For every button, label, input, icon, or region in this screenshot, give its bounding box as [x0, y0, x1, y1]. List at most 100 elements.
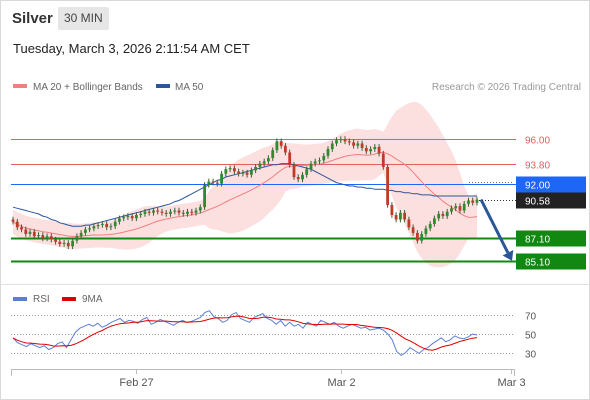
candle-body	[130, 216, 134, 219]
candle-body	[75, 236, 79, 241]
main-legend: MA 20 + Bollinger Bands MA 50 Research ©…	[13, 82, 581, 93]
candle-body	[450, 208, 453, 212]
ma50-legend-swatch	[156, 84, 170, 88]
candle-body	[318, 160, 321, 162]
candle-body	[245, 172, 249, 175]
candle-body	[241, 172, 245, 174]
candle-body	[407, 219, 411, 228]
candle-body	[143, 211, 147, 214]
candle-body	[267, 158, 270, 162]
candle-body	[254, 167, 257, 171]
candle-body	[462, 203, 466, 211]
candle-body	[292, 164, 296, 178]
candle-body	[156, 210, 160, 212]
candle-body	[441, 213, 445, 217]
candle-body	[275, 141, 279, 151]
candle-body	[271, 150, 275, 158]
candle-body	[475, 199, 479, 203]
candle-body	[152, 210, 155, 213]
candle-body	[88, 228, 91, 230]
chart-header: Silver 30 MIN	[0, 0, 590, 36]
forecast-arrow-head	[502, 250, 514, 261]
ma20-legend-label: MA 20 + Bollinger Bands	[33, 82, 143, 93]
ma20-line	[12, 151, 478, 237]
candle-body	[288, 152, 292, 165]
ma9-legend-swatch	[62, 297, 76, 301]
level-label-85.10: 85.10	[525, 258, 550, 269]
rsi-ma9-line	[12, 315, 478, 351]
candle-body	[343, 139, 347, 142]
candle-body	[84, 229, 87, 233]
candle-body	[211, 181, 215, 183]
candle-body	[198, 207, 202, 211]
candle-body	[284, 145, 287, 153]
level-labels: 96.00 93.80 92.00 87.10 85.10 90.58	[469, 136, 586, 270]
candle-body	[224, 169, 228, 174]
candle-body	[458, 206, 462, 211]
level-label-92.00: 92.00	[525, 181, 550, 192]
candle-body	[15, 221, 19, 228]
candle-body	[109, 226, 113, 228]
candle-body	[92, 226, 96, 229]
candle-body	[49, 236, 53, 240]
candle-body	[164, 212, 168, 214]
candle-body	[416, 232, 419, 241]
x-tick-label: Mar 3	[497, 377, 525, 389]
ma20-legend-swatch	[13, 84, 27, 88]
candle-body	[403, 212, 406, 220]
ma50-line	[12, 163, 477, 227]
candle-body	[360, 143, 364, 148]
level-tag-85.10	[516, 253, 586, 270]
candle-body	[71, 240, 74, 247]
chart-datetime: Tuesday, March 3, 2026 2:11:54 AM CET	[13, 41, 250, 56]
level-label-93.80: 93.80	[525, 161, 550, 172]
candle-body	[186, 211, 189, 214]
candle-body	[437, 213, 441, 219]
candle-body	[41, 235, 45, 239]
candle-body	[467, 200, 470, 204]
candle-body	[373, 146, 377, 150]
candle-body	[20, 227, 23, 230]
price-levels	[11, 139, 516, 263]
candle-body	[45, 236, 49, 239]
candle-body	[105, 223, 109, 228]
candle-body	[250, 170, 253, 175]
candle-body	[433, 218, 436, 224]
candle-body	[322, 155, 326, 161]
candle-body	[352, 142, 355, 146]
candle-body	[160, 211, 164, 213]
rsi-level-label-30: 30	[525, 350, 537, 361]
candle-body	[313, 161, 317, 164]
candle-body	[203, 184, 206, 208]
candle-body	[386, 167, 389, 205]
level-label-96.00: 96.00	[525, 136, 550, 147]
price-candles	[11, 136, 479, 250]
candle-body	[424, 228, 428, 234]
candle-body	[347, 141, 351, 143]
candle-body	[471, 200, 475, 203]
level-tag-92.00	[516, 176, 586, 193]
candle-body	[339, 139, 343, 141]
candle-body	[258, 163, 262, 167]
candle-body	[32, 231, 36, 237]
candle-body	[356, 143, 360, 146]
candle-body	[296, 177, 300, 180]
candle-body	[194, 210, 198, 213]
candle-body	[390, 205, 394, 215]
timeframe-badge[interactable]: 30 MIN	[58, 7, 109, 30]
candle-body	[364, 148, 368, 152]
candle-body	[420, 234, 424, 241]
x-tick-label: Mar 2	[327, 377, 355, 389]
forecast-arrow	[479, 198, 514, 261]
level-tag-87.10	[516, 230, 586, 247]
credit-text: Research © 2026 Trading Central	[432, 82, 581, 93]
candle-body	[369, 149, 372, 152]
candle-body	[394, 215, 398, 220]
candle-body	[24, 229, 28, 234]
candle-body	[177, 210, 181, 213]
rsi-level-label-70: 70	[525, 312, 537, 323]
candle-body	[377, 146, 381, 154]
candle-body	[335, 140, 338, 144]
